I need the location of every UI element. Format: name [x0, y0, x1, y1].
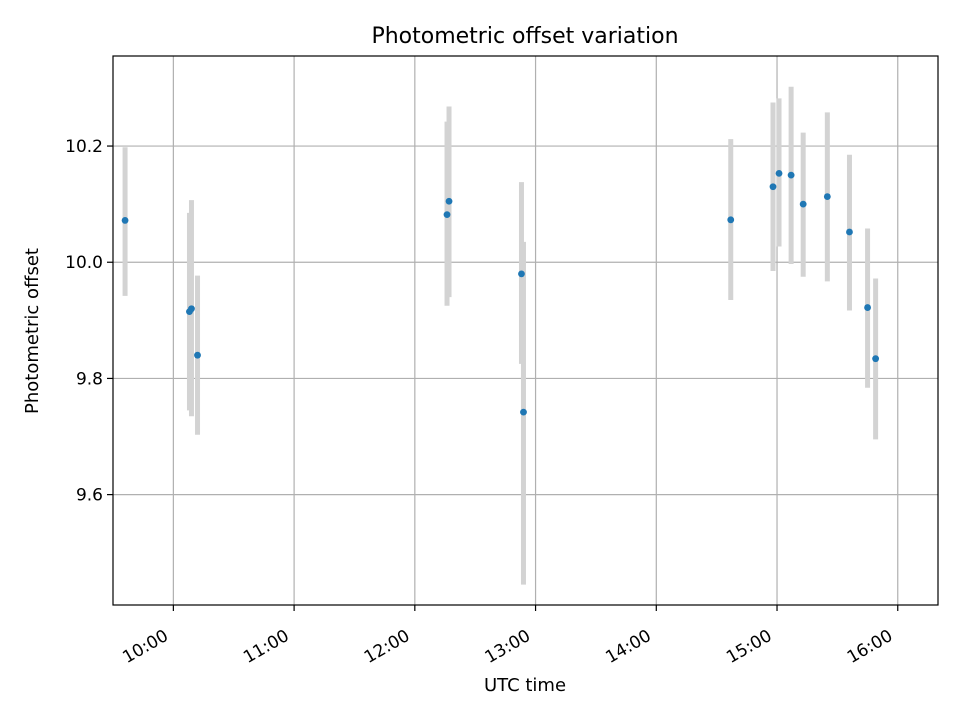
data-point — [194, 351, 201, 359]
data-point — [520, 408, 527, 416]
data-point — [872, 355, 880, 363]
data-point — [769, 183, 777, 191]
data-point — [864, 304, 871, 311]
data-point — [846, 228, 853, 236]
data-point — [727, 216, 735, 224]
data-points — [121, 169, 880, 416]
y-tick-label: 10.2 — [65, 137, 103, 157]
data-point — [445, 197, 453, 205]
data-point — [787, 171, 795, 179]
data-point — [775, 169, 783, 177]
plot-frame — [112, 55, 939, 606]
data-point — [823, 193, 831, 200]
y-tick-label: 9.8 — [76, 369, 103, 389]
chart-title: Photometric offset variation — [371, 24, 678, 49]
data-point — [443, 211, 451, 219]
data-point — [121, 217, 129, 224]
data-point — [518, 270, 525, 278]
y-axis-label: Photometric offset — [22, 248, 43, 414]
data-point — [799, 200, 807, 208]
x-axis-label: UTC time — [484, 675, 566, 696]
y-axis-ticks: 9.6 9.8 10.0 10.2 — [65, 137, 113, 506]
y-tick-label: 9.6 — [76, 486, 103, 506]
data-point — [188, 305, 195, 313]
y-tick-label: 10.0 — [65, 253, 103, 273]
